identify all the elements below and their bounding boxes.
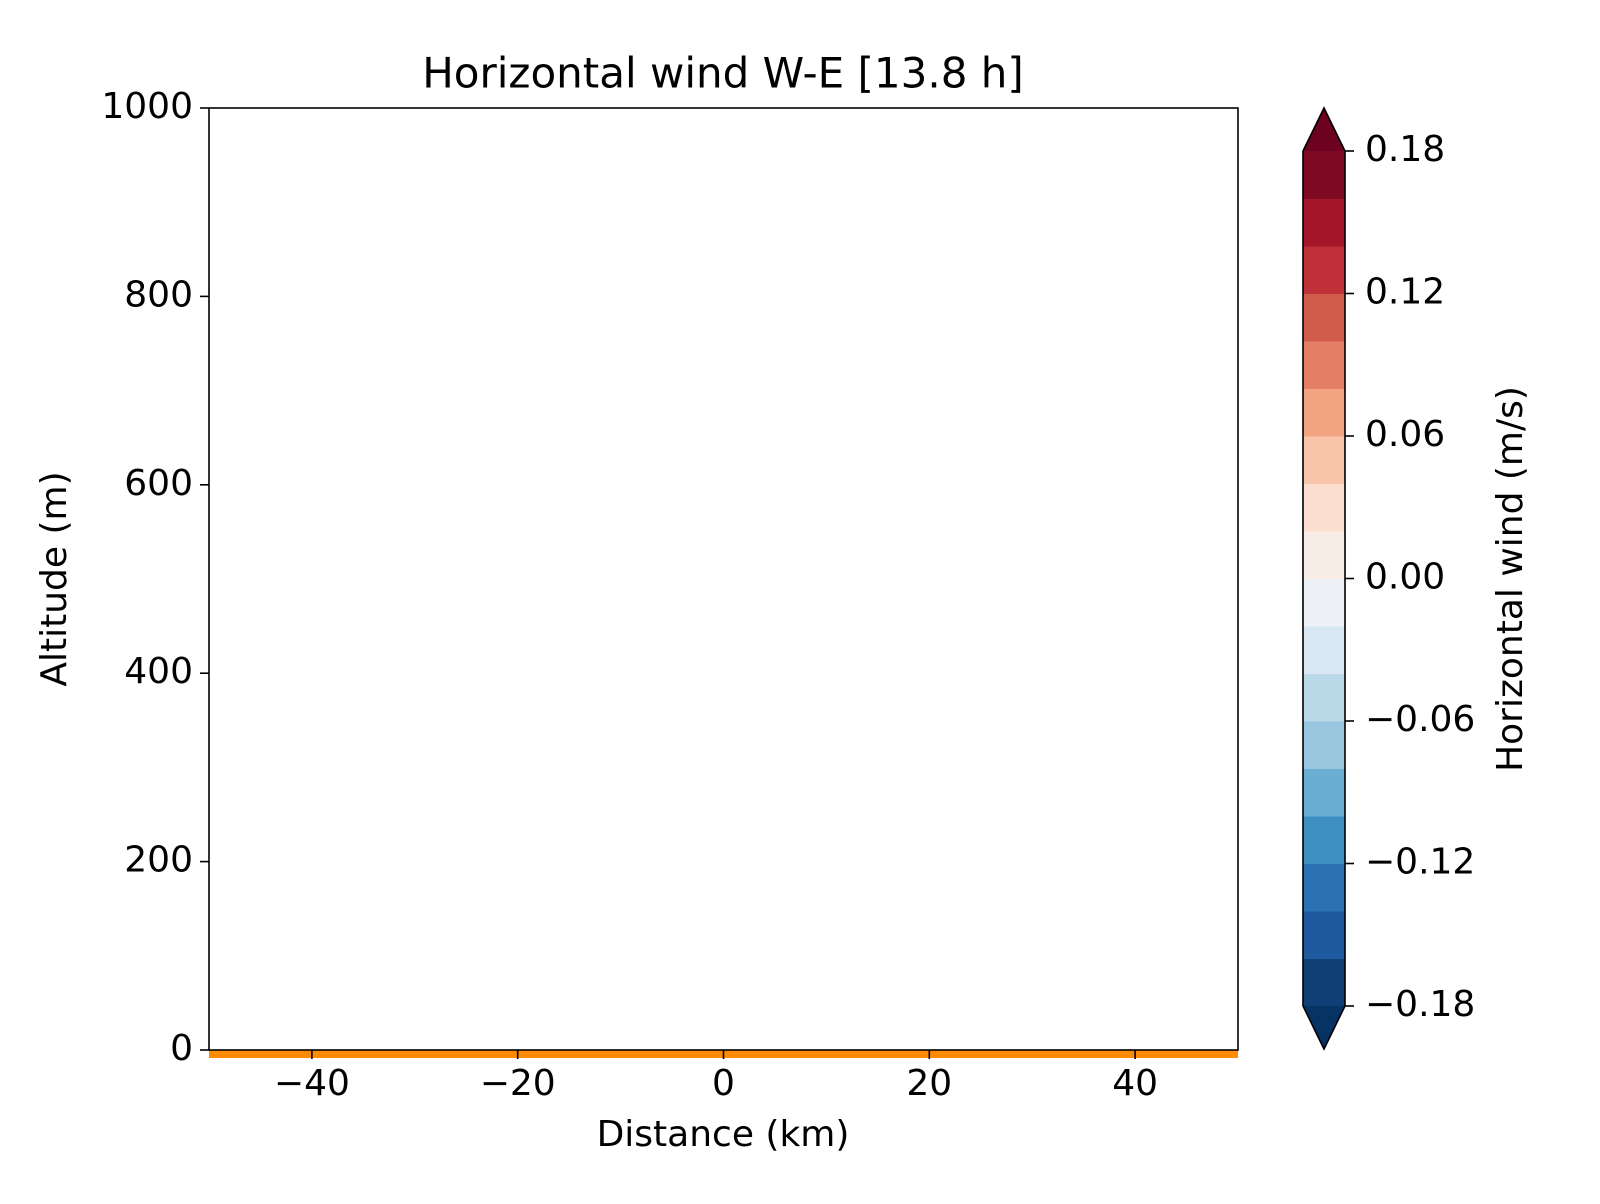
colorbar-tick-label: 0.00	[1365, 557, 1445, 598]
colorbar-band	[1303, 388, 1345, 437]
colorbar-band	[1303, 578, 1345, 627]
colorbar-band	[1303, 531, 1345, 579]
colorbar-band	[1303, 483, 1345, 532]
colorbar-band	[1303, 341, 1345, 389]
colorbar-band	[1303, 958, 1345, 1007]
x-axis-label: Distance (km)	[597, 1114, 850, 1155]
colorbar-band	[1303, 768, 1345, 817]
x-tick-label: 20	[906, 1063, 952, 1104]
colorbar-band	[1303, 246, 1345, 294]
y-tick-label: 1000	[101, 86, 193, 127]
colorbar-band	[1303, 198, 1345, 247]
y-tick-label: 0	[170, 1028, 193, 1069]
colorbar-tick-label: 0.12	[1365, 272, 1445, 313]
y-axis-label: Altitude (m)	[34, 471, 75, 686]
colorbar-tick-label: −0.18	[1365, 984, 1475, 1025]
colorbar-band	[1303, 151, 1345, 199]
colorbar-extend-over	[1303, 108, 1345, 151]
colorbar-band	[1303, 673, 1345, 722]
y-tick-label: 200	[124, 840, 193, 881]
colorbar-tick-label: 0.18	[1365, 129, 1445, 170]
colorbar-tick-label: 0.06	[1365, 414, 1445, 455]
y-tick-label: 800	[124, 274, 193, 315]
colorbar-band	[1303, 721, 1345, 769]
chart-title: Horizontal wind W-E [13.8 h]	[422, 49, 1024, 98]
colorbar-extend-under	[1303, 1006, 1345, 1049]
colorbar-band	[1303, 436, 1345, 484]
x-tick-label: −20	[480, 1063, 556, 1104]
colorbar-tick-label: −0.06	[1365, 699, 1475, 740]
colorbar-band	[1303, 911, 1345, 959]
x-tick-label: −40	[274, 1063, 350, 1104]
x-tick-label: 40	[1112, 1063, 1158, 1104]
colorbar-band	[1303, 816, 1345, 864]
x-tick-label: 0	[712, 1063, 735, 1104]
y-tick-label: 600	[124, 463, 193, 504]
colorbar-label: Horizontal wind (m/s)	[1490, 386, 1531, 772]
y-tick-label: 400	[124, 651, 193, 692]
colorbar-band	[1303, 626, 1345, 674]
colorbar-band	[1303, 293, 1345, 342]
colorbar-tick-label: −0.12	[1365, 842, 1475, 883]
colorbar-band	[1303, 863, 1345, 912]
